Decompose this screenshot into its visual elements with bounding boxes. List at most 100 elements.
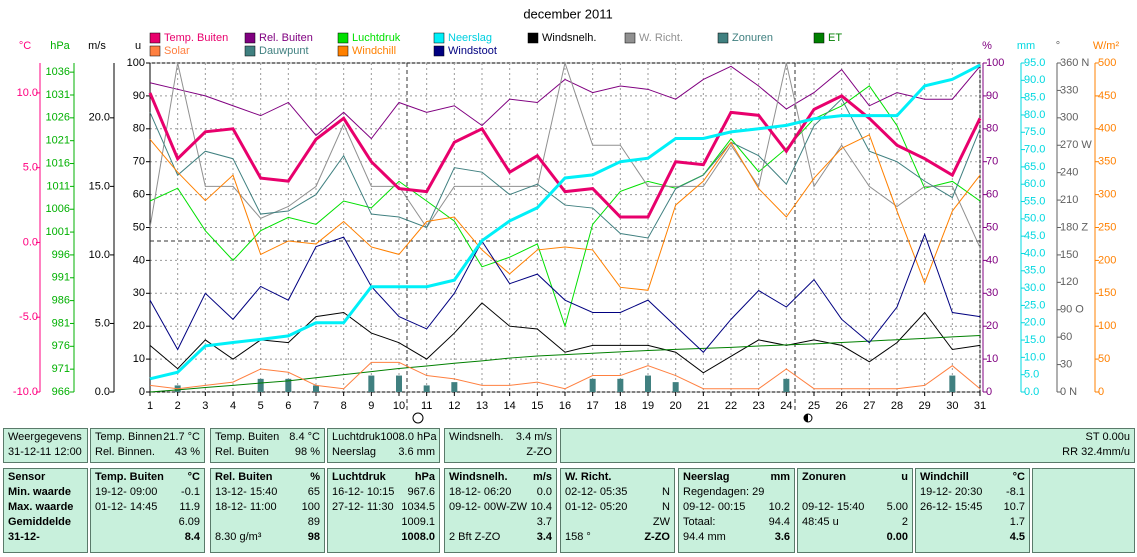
legend-label: Neerslag <box>448 32 492 44</box>
y-tick-label: 400 <box>1098 123 1116 135</box>
x-tick-label: 23 <box>753 400 765 412</box>
cell-line: Sensor <box>8 470 83 485</box>
cell-text: 13-12- 15:40 <box>215 486 278 498</box>
x-tick-label: 11 <box>421 400 432 412</box>
series-line <box>149 232 981 353</box>
x-tick-label: 9 <box>368 400 374 412</box>
cell-line: Min. waarde <box>8 485 83 500</box>
cell-line: Luchtdruk hPa <box>332 470 435 485</box>
cell-text: 98 <box>307 531 320 543</box>
cell-text: Sensor <box>8 471 46 483</box>
x-tick-label: 13 <box>476 400 488 412</box>
cell-text: Max. waarde <box>8 501 74 513</box>
bar <box>451 382 458 392</box>
cell-text: 31-12- <box>8 531 40 543</box>
cell-text: Windchill <box>920 471 969 483</box>
x-tick-label: 18 <box>614 400 626 412</box>
y-tick-label: 35.0 <box>1024 265 1045 277</box>
cell-text: 158 ° <box>565 531 591 543</box>
cell-line: Gemiddelde <box>8 515 83 530</box>
legend-swatch <box>433 32 445 44</box>
cell-line: Temp. Buiten °C <box>95 470 200 485</box>
cell-line: W. Richt. <box>565 470 670 485</box>
cell-text: °C <box>1012 471 1025 483</box>
cell-text: 16-12- 10:15 <box>332 486 395 498</box>
y-tick-label: 40 <box>986 254 998 266</box>
cell-text: °C <box>187 471 200 483</box>
series-line <box>148 92 982 219</box>
axis-title: ° <box>1056 40 1060 52</box>
cell-text: 18-12- 06:20 <box>449 486 512 498</box>
bar <box>313 385 319 392</box>
cell-line: Rel. Buiten% <box>215 470 320 485</box>
y-tick-label: 0.0 <box>1024 386 1039 398</box>
x-tick-label: 2 <box>175 400 181 412</box>
legend-label: Dauwpunt <box>259 45 309 57</box>
y-tick-label: 30 <box>986 287 998 299</box>
bar <box>783 378 790 392</box>
y-tick-label: 90 <box>133 90 145 102</box>
cell-line: 19-12- 09:00 -0.1 <box>95 485 200 500</box>
cell-text: % <box>310 471 320 483</box>
cell-text: 3.7 <box>536 516 552 528</box>
x-tick-label: 25 <box>808 400 820 412</box>
cell-text: 09-12- 00:15 <box>683 501 746 513</box>
cell-line: 02-12- 05:35 N <box>565 485 670 500</box>
cell-line: 8.30 g/m³ 98 <box>215 530 320 545</box>
y-tick-label: 1021 <box>46 135 70 147</box>
cell-text: 26-12- 15:45 <box>920 501 983 513</box>
cell-text: Temp. Binnen <box>95 431 163 443</box>
cell-line: Luchtdruk 1008.0 hPa <box>332 430 437 445</box>
stat-cell: Windsnelh. m/s 18-12- 06:20 0.0 09-12- 00W-Z… <box>444 468 557 553</box>
y-tick-label: 200 <box>1098 254 1116 266</box>
cell-line: Windsnelh. 3.4 m/s <box>449 430 552 445</box>
cell-text: 4.5 <box>1009 531 1025 543</box>
stat-cell: Temp. Buiten °C 19-12- 09:00 -0.1 01-12- 14:… <box>90 468 205 553</box>
y-tick-label: 0 <box>986 386 992 398</box>
y-tick-label: 65.0 <box>1024 161 1045 173</box>
cell-text: Neerslag <box>683 471 730 483</box>
cell-line: 18-12- 06:20 0.0 <box>449 485 552 500</box>
cell-line: Neerslag mm <box>683 470 790 485</box>
x-tick-label: 10 <box>393 400 405 412</box>
y-tick-label: 90 O <box>1060 304 1084 316</box>
axis-title: % <box>982 40 992 52</box>
cell-text: Gemiddelde <box>8 516 71 528</box>
y-tick-label: 180 Z <box>1060 221 1088 233</box>
cell-text: Weergegevens <box>8 431 82 443</box>
x-tick-label: 3 <box>202 400 208 412</box>
series-line <box>149 98 981 239</box>
cell-text: Temp. Buiten <box>215 431 280 443</box>
y-tick-label: 75.0 <box>1024 126 1045 138</box>
cell-line: RR 32.4mm/u <box>565 445 1130 460</box>
cell-line: Rel. Buiten 98 % <box>215 445 320 460</box>
x-tick-label: 19 <box>642 400 654 412</box>
cell-line: ST 0.00u <box>565 430 1130 445</box>
x-tick-label: 8 <box>341 400 347 412</box>
cell-line: Weergegevens <box>8 430 83 445</box>
cell-line: Regendagen: 29 <box>683 485 790 500</box>
y-tick-label: 10.0 <box>17 87 38 99</box>
cell-text: 94.4 mm <box>683 531 726 543</box>
cell-line: 158 ° Z-ZO <box>565 530 670 545</box>
cell-line: 2 Bft Z-ZO 3.4 <box>449 530 552 545</box>
cell-text: 3.4 <box>536 531 552 543</box>
y-tick-label: 100 <box>127 57 145 69</box>
x-tick-label: 4 <box>230 400 236 412</box>
cell-text: 1034.5 <box>401 501 435 513</box>
cell-text: 967.6 <box>407 486 435 498</box>
y-tick-label: 150 <box>1060 249 1078 261</box>
cell-text: Totaal: <box>683 516 716 528</box>
cell-text: 100 <box>301 501 320 513</box>
cell-text: Temp. Buiten <box>95 471 164 483</box>
y-tick-label: 1011 <box>46 180 70 192</box>
y-tick-label: 70.0 <box>1024 143 1045 155</box>
y-tick-label: 20 <box>133 320 145 332</box>
legend-swatch <box>149 32 161 44</box>
y-tick-label: 55.0 <box>1024 195 1045 207</box>
y-tick-label: 0.0 <box>23 236 38 248</box>
cell-text: Windsnelh. <box>449 431 504 443</box>
y-tick-label: 5.0 <box>1024 369 1039 381</box>
legend-swatch <box>337 45 349 57</box>
cell-text: 48:45 u <box>802 516 839 528</box>
